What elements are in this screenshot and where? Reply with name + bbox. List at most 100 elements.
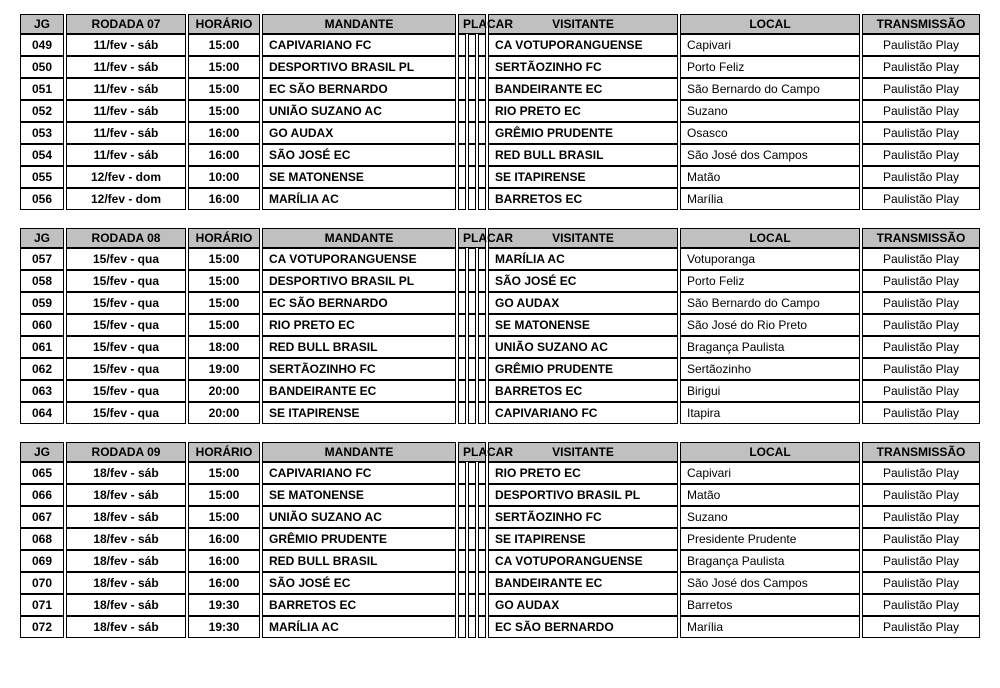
cell-away: RIO PRETO EC [488, 100, 678, 122]
cell-trans: Paulistão Play [862, 616, 980, 638]
cell-local: Porto Feliz [680, 56, 860, 78]
header-jg: JG [20, 442, 64, 462]
cell-away: GO AUDAX [488, 594, 678, 616]
cell-time: 20:00 [188, 402, 260, 424]
cell-time: 19:30 [188, 616, 260, 638]
header-transmissao: TRANSMISSÃO [862, 14, 980, 34]
cell-local: Marília [680, 188, 860, 210]
cell-trans: Paulistão Play [862, 550, 980, 572]
cell-trans: Paulistão Play [862, 484, 980, 506]
cell-score-sep: x [468, 166, 476, 188]
cell-trans: Paulistão Play [862, 380, 980, 402]
cell-time: 16:00 [188, 572, 260, 594]
cell-trans: Paulistão Play [862, 100, 980, 122]
cell-score-sep: x [468, 270, 476, 292]
cell-score-away [478, 550, 486, 572]
cell-score-home [458, 484, 466, 506]
cell-score-home [458, 100, 466, 122]
cell-score-away [478, 462, 486, 484]
cell-away: GRÊMIO PRUDENTE [488, 358, 678, 380]
cell-away: CA VOTUPORANGUENSE [488, 34, 678, 56]
cell-jg: 068 [20, 528, 64, 550]
match-row: 05715/fev - qua15:00CA VOTUPORANGUENSExM… [20, 248, 980, 270]
match-row: 05311/fev - sáb16:00GO AUDAXxGRÊMIO PRUD… [20, 122, 980, 144]
cell-time: 19:00 [188, 358, 260, 380]
cell-local: Capivari [680, 462, 860, 484]
cell-local: Suzano [680, 100, 860, 122]
cell-trans: Paulistão Play [862, 188, 980, 210]
header-local: LOCAL [680, 14, 860, 34]
cell-time: 10:00 [188, 166, 260, 188]
cell-home: RED BULL BRASIL [262, 550, 456, 572]
cell-time: 15:00 [188, 314, 260, 336]
cell-jg: 063 [20, 380, 64, 402]
cell-score-sep: x [468, 506, 476, 528]
match-row: 05512/fev - dom10:00SE MATONENSExSE ITAP… [20, 166, 980, 188]
header-visitante: VISITANTE [488, 14, 678, 34]
cell-score-away [478, 572, 486, 594]
match-row: 07018/fev - sáb16:00SÃO JOSÉ ECxBANDEIRA… [20, 572, 980, 594]
header-visitante: VISITANTE [488, 442, 678, 462]
cell-date: 18/fev - sáb [66, 462, 186, 484]
cell-time: 15:00 [188, 78, 260, 100]
cell-trans: Paulistão Play [862, 166, 980, 188]
cell-score-sep: x [468, 572, 476, 594]
cell-trans: Paulistão Play [862, 34, 980, 56]
match-row: 04911/fev - sáb15:00CAPIVARIANO FCxCA VO… [20, 34, 980, 56]
cell-date: 11/fev - sáb [66, 100, 186, 122]
cell-score-sep: x [468, 380, 476, 402]
table-header-row: JGRODADA 07HORÁRIOMANDANTEPLACARVISITANT… [20, 14, 980, 34]
cell-home: RED BULL BRASIL [262, 336, 456, 358]
cell-time: 15:00 [188, 484, 260, 506]
cell-jg: 064 [20, 402, 64, 424]
schedule-container: JGRODADA 07HORÁRIOMANDANTEPLACARVISITANT… [18, 14, 982, 638]
cell-local: Marília [680, 616, 860, 638]
header-horario: HORÁRIO [188, 14, 260, 34]
cell-score-away [478, 336, 486, 358]
cell-jg: 070 [20, 572, 64, 594]
cell-score-sep: x [468, 56, 476, 78]
cell-date: 11/fev - sáb [66, 122, 186, 144]
cell-score-sep: x [468, 248, 476, 270]
cell-trans: Paulistão Play [862, 248, 980, 270]
cell-home: DESPORTIVO BRASIL PL [262, 270, 456, 292]
table-header-row: JGRODADA 09HORÁRIOMANDANTEPLACARVISITANT… [20, 442, 980, 462]
cell-trans: Paulistão Play [862, 56, 980, 78]
cell-local: Presidente Prudente [680, 528, 860, 550]
cell-local: Votuporanga [680, 248, 860, 270]
match-row: 06818/fev - sáb16:00GRÊMIO PRUDENTExSE I… [20, 528, 980, 550]
cell-score-away [478, 166, 486, 188]
table-header-row: JGRODADA 08HORÁRIOMANDANTEPLACARVISITANT… [20, 228, 980, 248]
cell-score-away [478, 34, 486, 56]
cell-date: 11/fev - sáb [66, 56, 186, 78]
cell-time: 15:00 [188, 270, 260, 292]
cell-score-home [458, 314, 466, 336]
header-local: LOCAL [680, 228, 860, 248]
cell-local: Bragança Paulista [680, 550, 860, 572]
cell-home: UNIÃO SUZANO AC [262, 506, 456, 528]
cell-score-away [478, 402, 486, 424]
cell-away: GRÊMIO PRUDENTE [488, 122, 678, 144]
cell-score-sep: x [468, 314, 476, 336]
cell-date: 18/fev - sáb [66, 550, 186, 572]
cell-jg: 055 [20, 166, 64, 188]
cell-time: 16:00 [188, 550, 260, 572]
cell-home: SÃO JOSÉ EC [262, 144, 456, 166]
cell-score-away [478, 380, 486, 402]
cell-score-sep: x [468, 188, 476, 210]
cell-home: BARRETOS EC [262, 594, 456, 616]
cell-time: 16:00 [188, 528, 260, 550]
cell-score-home [458, 34, 466, 56]
cell-score-home [458, 144, 466, 166]
cell-trans: Paulistão Play [862, 270, 980, 292]
cell-score-home [458, 506, 466, 528]
cell-time: 15:00 [188, 292, 260, 314]
cell-away: SERTÃOZINHO FC [488, 506, 678, 528]
cell-time: 16:00 [188, 188, 260, 210]
cell-home: DESPORTIVO BRASIL PL [262, 56, 456, 78]
cell-away: DESPORTIVO BRASIL PL [488, 484, 678, 506]
cell-away: SÃO JOSÉ EC [488, 270, 678, 292]
header-mandante: MANDANTE [262, 14, 456, 34]
match-row: 06115/fev - qua18:00RED BULL BRASILxUNIÃ… [20, 336, 980, 358]
cell-local: Capivari [680, 34, 860, 56]
